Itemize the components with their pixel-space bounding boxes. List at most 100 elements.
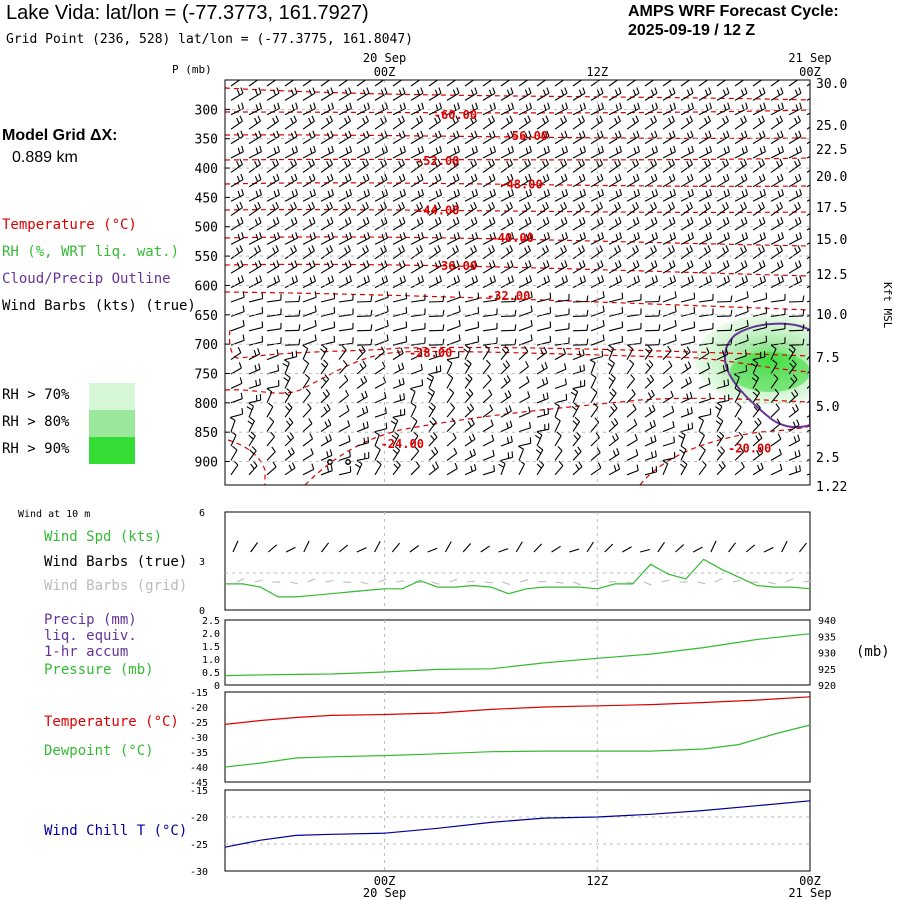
barb-flag (362, 161, 366, 167)
surface-wind-barb (409, 545, 419, 553)
wind-barb (662, 320, 677, 332)
barb-flag (456, 73, 459, 78)
wind-barb (248, 158, 261, 173)
wind-barb (698, 87, 712, 101)
legend-wind-spd: Wind Spd (kts) (44, 529, 163, 545)
barb-flag (689, 245, 693, 252)
barb-staff (770, 179, 784, 188)
contour-line (225, 236, 810, 247)
barb-flag (367, 275, 370, 282)
barb-staff (230, 367, 242, 375)
barb-flag (399, 277, 403, 284)
wind-barb (626, 245, 639, 260)
grid-wind-barb (520, 579, 528, 583)
wind-barb (752, 275, 766, 289)
barb-flag (778, 80, 780, 81)
wind-barb (356, 360, 367, 375)
barb-staff (248, 265, 262, 274)
barb-flag (632, 161, 636, 167)
barb-flag (799, 102, 802, 109)
barb-staff (320, 409, 331, 418)
barb-staff (482, 151, 496, 159)
barb-flag (740, 161, 744, 167)
barb-flag (597, 147, 601, 154)
wind-barb (284, 432, 295, 447)
wind-barb (518, 80, 529, 87)
wind-barb (788, 295, 805, 303)
barb-flag (615, 277, 619, 284)
barb-flag (362, 132, 367, 139)
barb-flag (511, 145, 514, 152)
barb-flag (229, 416, 236, 421)
barb-staff (698, 265, 712, 274)
wind-barb (284, 158, 297, 173)
barb-staff (320, 424, 332, 433)
barb-flag (276, 87, 280, 94)
barb-staff (410, 207, 423, 217)
wind-barb (266, 364, 280, 375)
barb-flag (744, 87, 748, 94)
barb-staff (734, 80, 745, 87)
barb-staff (446, 362, 453, 375)
barb-flag (758, 161, 762, 167)
barb-flag (509, 420, 513, 427)
barb-flag (615, 433, 619, 439)
barb-flag (795, 147, 799, 154)
barb-flag (795, 233, 799, 241)
barb-staff (554, 420, 561, 432)
barb-staff (788, 470, 801, 476)
wind-barb (734, 80, 745, 87)
contour-label: -60.00 (434, 108, 477, 122)
barb-flag (277, 188, 280, 196)
barb-flag (720, 446, 725, 452)
barb-flag (239, 245, 243, 252)
time-hour-label: 00Z (799, 874, 821, 888)
wind-barb (518, 406, 531, 418)
barb-flag (761, 158, 765, 165)
wind-barb (266, 87, 280, 101)
wind-barb (284, 295, 301, 303)
barb-staff (302, 107, 316, 116)
barb-flag (370, 295, 373, 302)
barb-flag (430, 402, 436, 408)
wind-barb (770, 403, 780, 418)
grid-wind-barb (697, 581, 706, 585)
barb-flag (816, 421, 818, 427)
barb-flag (294, 260, 298, 267)
barb-flag (457, 188, 460, 196)
barb-flag (651, 190, 655, 197)
barb-staff (734, 376, 740, 389)
barb-flag (365, 115, 369, 122)
wind-barb (428, 232, 442, 245)
wind-barb (498, 460, 506, 475)
barb-staff (500, 179, 514, 188)
barb-flag (367, 232, 370, 239)
barb-flag (691, 275, 694, 282)
barb-staff (446, 437, 457, 447)
wind-barb (248, 130, 262, 145)
barb-staff (536, 135, 550, 145)
wind-barb (662, 375, 674, 389)
barb-flag (687, 190, 691, 197)
wind-barb (446, 417, 456, 432)
temperature-contours (225, 87, 810, 485)
wind-barb (464, 374, 473, 389)
barb-flag (582, 260, 586, 267)
barb-staff (590, 80, 601, 87)
barb-flag (331, 232, 334, 239)
barb-flag (241, 232, 244, 239)
barb-flag (614, 204, 618, 211)
barb-flag (427, 391, 433, 397)
grid-wind-barb (484, 581, 493, 584)
barb-flag (367, 188, 370, 196)
barb-flag (344, 132, 349, 139)
barb-flag (241, 145, 244, 152)
wind-barb (662, 188, 676, 202)
wind-barb (770, 87, 784, 101)
barb-staff (482, 409, 493, 418)
wind-barb (248, 363, 261, 375)
wind-barb (752, 351, 766, 361)
wind-barb (338, 130, 352, 145)
barb-flag (323, 406, 328, 413)
time-date-label: 21 Sep (788, 51, 831, 65)
